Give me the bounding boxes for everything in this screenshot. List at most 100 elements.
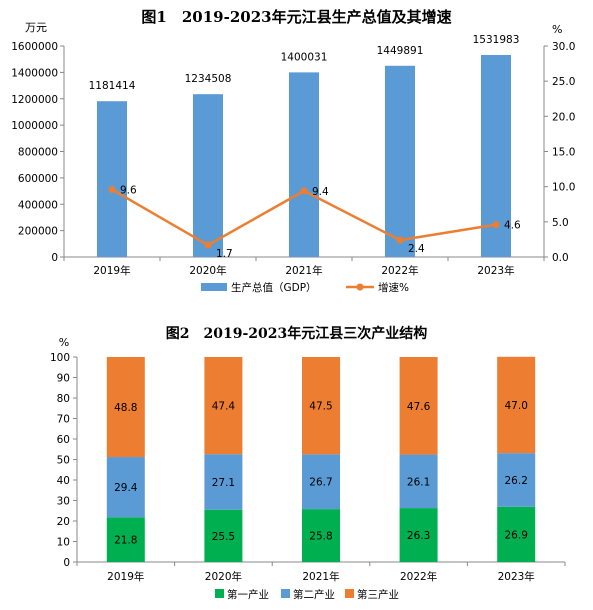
y2-tick-label: 30.0 <box>552 41 575 53</box>
y-tick-label: 800000 <box>18 147 58 159</box>
industry-segment <box>399 454 438 509</box>
gdp-chart: 图1 2019-2023年元江县生产总值及其增速 1600000 1400000 1… <box>0 0 593 300</box>
y2-tick-label: 0.0 <box>552 252 569 264</box>
y-tick-label: 50 <box>57 455 70 467</box>
growth-label: 9.4 <box>312 186 329 198</box>
legend-swatch <box>345 589 354 598</box>
industry-segment <box>302 509 340 562</box>
gdp-bar <box>97 101 127 258</box>
y-tick-label: 1400000 <box>11 67 58 79</box>
gdp-chart-plot: 1600000 1400000 1200000 1000000 800000 600000… <box>11 21 575 294</box>
y-axis-unit: % <box>59 336 69 349</box>
x-tick-label: 2023年 <box>477 264 514 277</box>
industry-segment-label: 48.8 <box>114 402 137 414</box>
x-tick-label: 2021年 <box>285 264 322 277</box>
industry-segment <box>302 357 340 455</box>
industry-segment <box>399 357 438 455</box>
industry-segment <box>302 454 340 510</box>
y-tick-label: 200000 <box>18 226 58 238</box>
industry-segment <box>204 357 243 455</box>
growth-point <box>492 221 500 229</box>
y-tick-label: 0 <box>51 252 58 264</box>
growth-label: 2.4 <box>408 243 425 255</box>
industry-segment-label: 26.3 <box>407 530 430 542</box>
industry-segment <box>106 457 145 518</box>
legend-label: 第一产业 <box>227 588 269 601</box>
y-tick-label: 1200000 <box>11 94 58 106</box>
y-tick-label: 90 <box>57 373 70 385</box>
industry-segment <box>106 357 145 458</box>
industry-segment-label: 26.2 <box>505 475 528 487</box>
x-tick-label: 2022年 <box>400 570 437 583</box>
industry-structure-chart: 图2 2019-2023年元江县三次产业结构 100 90 80 70 60 50 40 30… <box>0 318 593 610</box>
gdp-bar <box>289 72 319 257</box>
gdp-bar <box>193 94 223 258</box>
industry-segment-label: 21.8 <box>114 535 137 547</box>
y-tick-label: 40 <box>57 475 70 487</box>
industry-segment <box>497 453 536 507</box>
y-tick-label: 60 <box>57 434 70 446</box>
industry-segment-label: 47.4 <box>212 401 236 413</box>
gdp-bar-label: 1181414 <box>89 80 136 92</box>
legend-label-growth: 增速% <box>378 281 409 294</box>
growth-label: 9.6 <box>120 184 137 196</box>
industry-segment-label: 26.9 <box>505 529 528 541</box>
y-tick-label: 400000 <box>18 199 58 211</box>
x-tick-label: 2020年 <box>205 570 242 583</box>
gdp-bar-label: 1400031 <box>281 51 328 63</box>
legend-swatch <box>281 589 290 598</box>
growth-point <box>204 241 212 249</box>
y-tick-label: 20 <box>57 516 70 528</box>
x-tick-label: 2023年 <box>498 570 535 583</box>
x-tick-label: 2021年 <box>302 570 339 583</box>
gdp-bar-label: 1449891 <box>377 45 424 57</box>
y-axis-unit: 万元 <box>25 21 47 34</box>
growth-label: 4.6 <box>504 220 521 232</box>
legend-marker-growth <box>356 283 364 291</box>
industry-segment <box>497 356 536 454</box>
y-tick-label: 0 <box>63 557 70 569</box>
y-tick-label: 80 <box>57 393 70 405</box>
industry-segment <box>204 454 243 510</box>
y-tick-label: 100 <box>50 352 70 364</box>
gdp-bar-label: 1531983 <box>473 34 520 46</box>
growth-label: 1.7 <box>216 248 233 260</box>
growth-point <box>300 187 308 195</box>
y-tick-label: 30 <box>57 496 70 508</box>
y-tick-label: 600000 <box>18 173 58 185</box>
growth-point <box>108 185 116 193</box>
y-tick-label: 10 <box>57 537 70 549</box>
industry-segment-label: 26.7 <box>309 477 332 489</box>
industry-segment-label: 29.4 <box>114 482 138 494</box>
y2-tick-label: 25.0 <box>552 76 575 88</box>
growth-point <box>396 236 404 244</box>
industry-segment-label: 47.0 <box>505 400 528 412</box>
gdp-bar <box>385 65 415 257</box>
industry-segment <box>497 506 536 562</box>
legend-label: 第三产业 <box>357 588 399 601</box>
y-tick-label: 1600000 <box>11 41 58 53</box>
industry-segment <box>106 517 145 562</box>
y2-axis-unit: % <box>552 23 562 36</box>
legend-swatch <box>215 589 224 598</box>
chart-title: 图2 2019-2023年元江县三次产业结构 <box>165 326 428 342</box>
industry-segment-label: 27.1 <box>212 477 235 489</box>
y2-tick-label: 20.0 <box>552 111 575 123</box>
chart-title: 图1 2019-2023年元江县生产总值及其增速 <box>141 8 452 26</box>
gdp-bar-label: 1234508 <box>185 73 232 85</box>
x-tick-label: 2020年 <box>189 264 226 277</box>
legend-label: 第二产业 <box>293 588 335 601</box>
legend-label-gdp: 生产总值（GDP） <box>231 281 317 294</box>
y-tick-label: 1000000 <box>11 120 58 132</box>
y2-tick-label: 10.0 <box>552 182 575 194</box>
x-tick-label: 2019年 <box>93 264 130 277</box>
y2-tick-label: 5.0 <box>552 217 569 229</box>
legend-swatch-gdp <box>201 283 227 291</box>
x-tick-label: 2019年 <box>107 570 144 583</box>
industry-segment <box>399 508 438 562</box>
industry-segment-label: 25.5 <box>212 531 235 543</box>
industry-segment-label: 25.8 <box>309 531 332 543</box>
industry-segment-label: 26.1 <box>407 476 430 488</box>
industry-segment-label: 47.6 <box>407 401 431 413</box>
